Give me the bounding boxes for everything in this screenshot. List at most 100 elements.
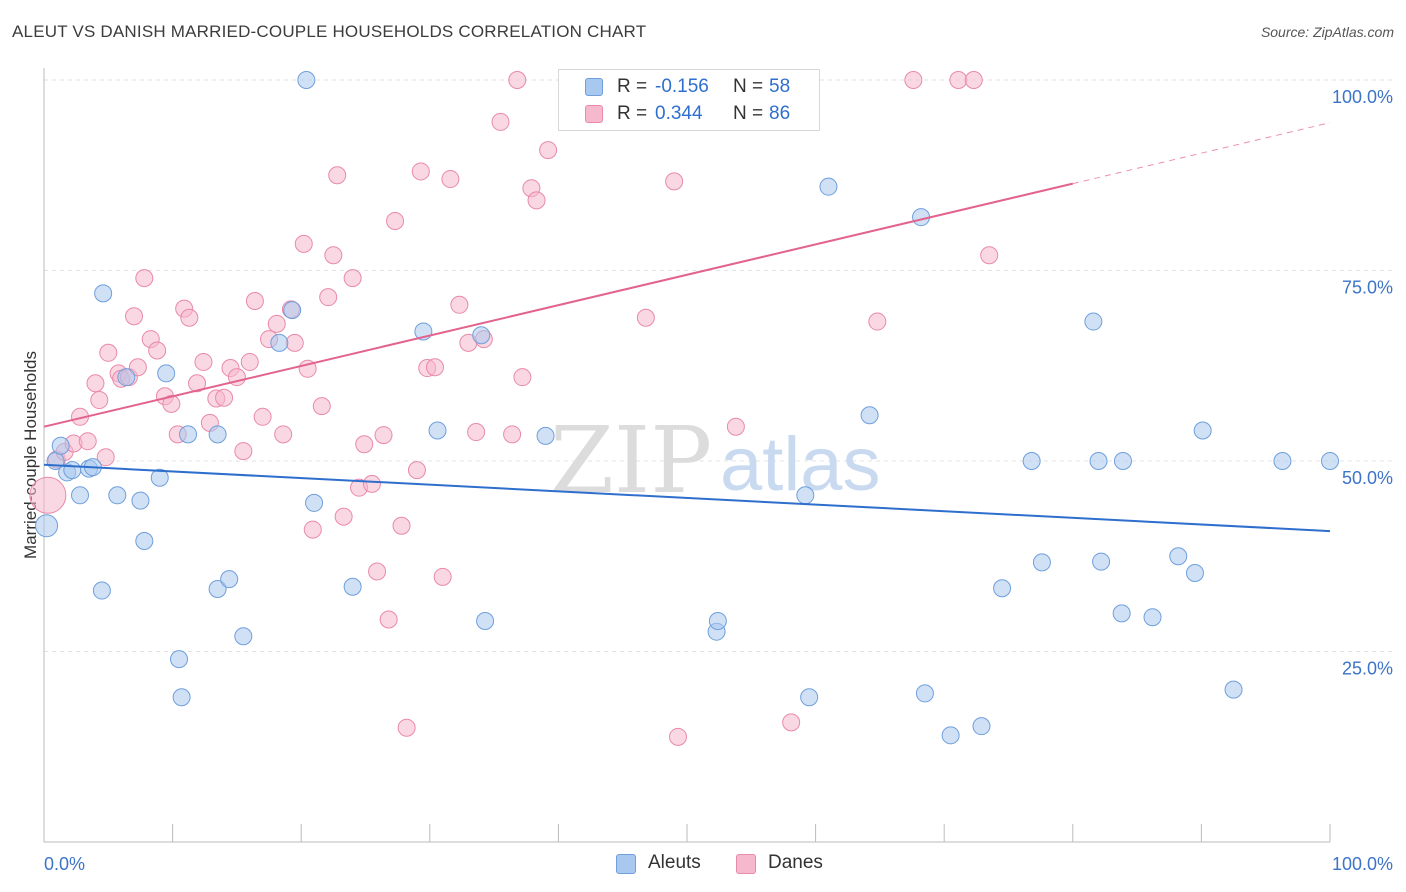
series-legend: Aleuts Danes bbox=[0, 852, 1406, 878]
danes-point bbox=[527, 191, 546, 210]
aleuts-point bbox=[220, 570, 239, 589]
danes-point bbox=[267, 314, 286, 333]
danes-point bbox=[29, 476, 67, 514]
aleuts-point bbox=[1112, 604, 1131, 623]
aleuts-point bbox=[135, 532, 154, 551]
danes-point bbox=[467, 423, 486, 442]
aleuts-point bbox=[915, 684, 934, 703]
x-tick-label-max: 100.0% bbox=[1332, 854, 1393, 874]
gridlines bbox=[44, 79, 1392, 652]
danes-point bbox=[328, 166, 347, 185]
aleuts-point bbox=[297, 71, 316, 89]
aleuts-point bbox=[1113, 452, 1132, 470]
aleuts-point bbox=[117, 368, 136, 387]
aleuts-point bbox=[150, 468, 169, 487]
aleuts-point bbox=[131, 491, 150, 510]
aleuts-point bbox=[1193, 421, 1212, 440]
danes-point bbox=[324, 246, 343, 265]
y-tick-label: 50.0% bbox=[1342, 468, 1393, 488]
danes-point bbox=[334, 507, 353, 526]
y-tick-label: 100.0% bbox=[1332, 87, 1393, 107]
aleuts-point bbox=[972, 717, 991, 736]
danes-point bbox=[411, 162, 430, 181]
danes-point bbox=[274, 425, 293, 444]
danes-point bbox=[125, 307, 144, 326]
aleuts-point bbox=[1169, 547, 1188, 566]
aleuts-point bbox=[108, 486, 127, 505]
danes-point bbox=[668, 727, 687, 746]
danes-point bbox=[513, 368, 532, 387]
aleuts-swatch bbox=[585, 78, 603, 96]
aleuts-point bbox=[819, 177, 838, 196]
aleuts-point bbox=[1224, 680, 1243, 699]
aleuts-point bbox=[71, 486, 90, 505]
aleuts-point bbox=[208, 580, 227, 599]
danes-point bbox=[980, 246, 999, 265]
danes-point bbox=[90, 391, 109, 410]
danes-point bbox=[407, 461, 426, 480]
aleuts-point bbox=[208, 425, 227, 444]
danes-legend-label: Danes bbox=[768, 852, 823, 873]
danes-r-value: 0.344 bbox=[655, 103, 703, 124]
danes-point bbox=[294, 234, 313, 253]
x-axis-ticks bbox=[43, 824, 1331, 842]
danes-point bbox=[368, 562, 387, 581]
danes-point bbox=[374, 426, 393, 445]
danes-point bbox=[503, 425, 522, 444]
danes-point bbox=[135, 269, 154, 288]
aleuts-point bbox=[170, 650, 189, 669]
aleuts-r-label: R = bbox=[617, 76, 648, 97]
danes-point bbox=[99, 343, 118, 362]
aleuts-point bbox=[270, 333, 289, 352]
aleuts-point bbox=[92, 581, 111, 600]
danes-point bbox=[312, 397, 331, 416]
aleuts-point bbox=[536, 426, 555, 445]
aleuts-point bbox=[283, 301, 302, 320]
danes-point bbox=[379, 610, 398, 629]
danes-point bbox=[355, 435, 374, 454]
aleuts-point bbox=[1022, 452, 1041, 470]
aleuts-point bbox=[1185, 564, 1204, 583]
danes-point bbox=[343, 269, 362, 288]
aleuts-point bbox=[1321, 452, 1339, 470]
danes-point bbox=[441, 170, 460, 189]
danes-point bbox=[285, 333, 304, 352]
danes-point bbox=[188, 374, 207, 393]
aleuts-n-label: N = bbox=[733, 76, 764, 97]
aleuts-point bbox=[343, 577, 362, 596]
x-tick-labels: 0.0% 100.0% bbox=[44, 854, 1393, 874]
aleuts-point bbox=[472, 326, 491, 345]
danes-r-label: R = bbox=[617, 103, 648, 124]
danes-point bbox=[433, 567, 452, 586]
danes-n-label: N = bbox=[733, 103, 764, 124]
danes-point bbox=[180, 308, 199, 327]
danes-point bbox=[726, 417, 745, 436]
aleuts-point bbox=[476, 612, 495, 631]
aleuts-point bbox=[179, 425, 198, 444]
aleuts-point bbox=[51, 436, 70, 455]
aleuts-point bbox=[63, 461, 82, 480]
aleuts-point bbox=[1084, 312, 1103, 331]
danes-trend-line bbox=[43, 182, 1074, 428]
danes-point bbox=[78, 432, 97, 451]
aleuts-point bbox=[1032, 553, 1051, 572]
danes-point bbox=[782, 713, 801, 732]
aleuts-point bbox=[1089, 452, 1108, 470]
danes-point bbox=[539, 141, 558, 160]
aleuts-point bbox=[234, 627, 253, 646]
danes-point bbox=[128, 358, 147, 377]
danes-point bbox=[215, 388, 234, 407]
danes-point bbox=[148, 341, 167, 360]
aleuts-point bbox=[860, 406, 879, 425]
stats-legend: R = -0.156 N = 58 R = 0.344 N = 86 bbox=[558, 69, 820, 131]
danes-point bbox=[949, 71, 968, 89]
aleuts-point bbox=[305, 493, 324, 512]
danes-point bbox=[96, 448, 115, 467]
aleuts-point bbox=[993, 579, 1012, 598]
danes-swatch bbox=[585, 105, 603, 123]
y-tick-labels: 25.0% 50.0% 75.0% 100.0% bbox=[1332, 87, 1393, 679]
aleuts-n-value: 58 bbox=[769, 76, 791, 97]
danes-point bbox=[868, 312, 887, 331]
aleuts-point bbox=[94, 284, 113, 303]
danes-points bbox=[29, 71, 999, 746]
